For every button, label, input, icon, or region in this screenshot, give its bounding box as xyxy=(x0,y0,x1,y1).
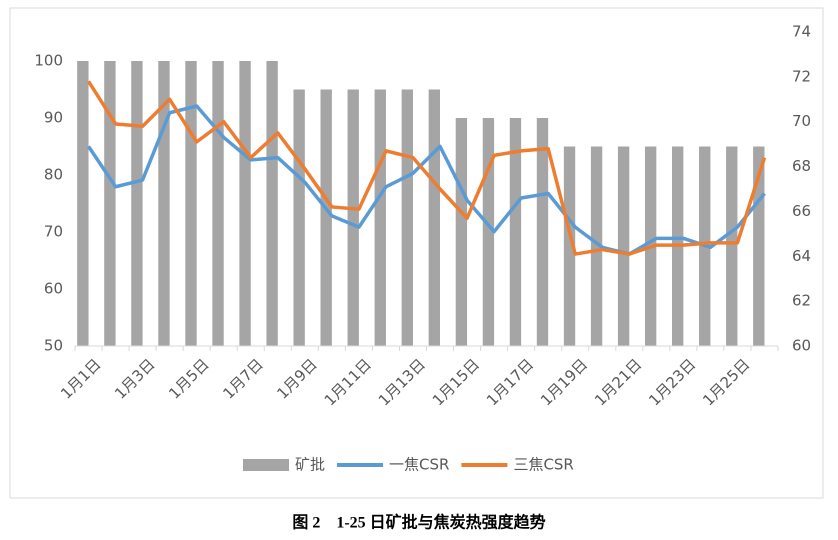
y2-tick-label: 64 xyxy=(792,247,811,265)
legend-label: 矿批 xyxy=(295,456,325,474)
bar xyxy=(266,61,278,346)
bar xyxy=(428,89,441,346)
y-tick-label: 100 xyxy=(34,52,63,70)
bar xyxy=(104,61,116,346)
bar xyxy=(77,61,89,346)
y-tick-label: 50 xyxy=(44,337,63,355)
chart-frame xyxy=(9,7,824,499)
bar xyxy=(347,89,359,346)
legend-label: 一焦CSR xyxy=(389,456,449,474)
line xyxy=(87,104,766,256)
legend-label: 三焦CSR xyxy=(513,456,573,474)
y2-tick-label: 70 xyxy=(792,112,811,130)
y2-tick-label: 72 xyxy=(792,67,811,85)
bar xyxy=(374,89,386,346)
bar xyxy=(563,146,576,346)
legend-swatch xyxy=(243,459,289,471)
bar xyxy=(726,146,738,346)
bar xyxy=(482,118,495,346)
bar xyxy=(753,146,765,346)
bar xyxy=(158,61,170,346)
y-tick-label: 60 xyxy=(44,280,63,298)
y2-tick-label: 62 xyxy=(792,292,811,310)
y-tick-label: 90 xyxy=(44,109,63,127)
y2-tick-label: 60 xyxy=(792,337,811,355)
bar xyxy=(239,61,251,346)
y2-tick-label: 66 xyxy=(792,202,811,220)
bar xyxy=(293,89,305,346)
bar xyxy=(536,118,549,346)
y-tick-label: 80 xyxy=(44,166,63,184)
y2-tick-label: 74 xyxy=(792,23,811,41)
bar xyxy=(509,118,522,346)
line xyxy=(87,80,767,256)
bar xyxy=(455,118,468,346)
bar xyxy=(590,146,603,346)
bar xyxy=(617,146,630,346)
y2-tick-label: 68 xyxy=(792,157,811,175)
bar xyxy=(212,61,224,346)
bar xyxy=(401,89,413,346)
bar xyxy=(320,89,332,346)
bar xyxy=(185,61,197,346)
caption: 图 2 1-25 日矿批与焦炭热强度趋势 xyxy=(292,513,545,532)
bar xyxy=(131,61,143,346)
y-tick-label: 70 xyxy=(44,223,63,241)
